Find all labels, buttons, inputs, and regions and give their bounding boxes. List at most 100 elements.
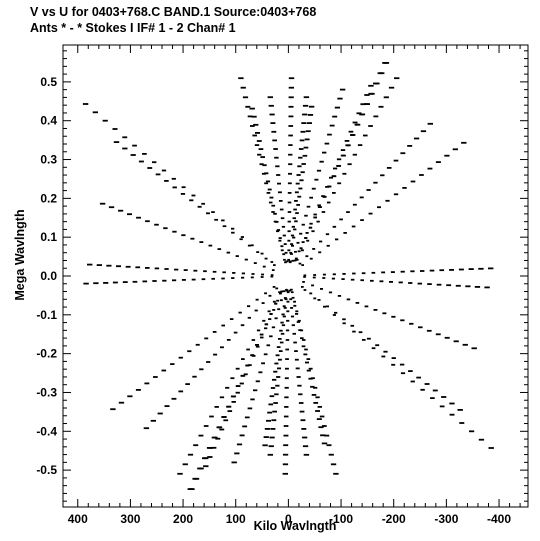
uv-point — [282, 234, 286, 237]
uv-point — [144, 382, 150, 385]
uv-point — [391, 363, 396, 366]
uv-point — [432, 389, 438, 392]
uv-point — [385, 199, 390, 202]
uv-point — [264, 172, 269, 175]
uv-point — [277, 182, 281, 185]
uv-point — [118, 209, 124, 212]
uv-point — [268, 445, 274, 448]
uv-point — [280, 321, 284, 324]
uv-point — [299, 410, 305, 413]
uv-point — [318, 206, 322, 208]
uv-point — [253, 389, 258, 392]
uv-point — [298, 187, 303, 190]
uv-point — [279, 208, 284, 211]
uv-point — [178, 390, 184, 393]
uv-point — [274, 317, 278, 320]
uv-point — [250, 354, 254, 357]
uv-point — [303, 96, 310, 99]
uv-point — [172, 279, 177, 282]
uv-point — [278, 291, 281, 294]
uv-point — [297, 384, 302, 387]
uv-point — [198, 434, 204, 437]
uv-point — [273, 148, 278, 150]
uv-point — [215, 437, 221, 440]
uv-point — [240, 374, 245, 377]
uv-point — [381, 271, 386, 274]
uv-point — [315, 410, 320, 412]
uv-point — [293, 304, 297, 307]
uv-point — [436, 283, 442, 286]
uv-point — [283, 453, 289, 456]
uv-point — [322, 273, 326, 276]
uv-point — [360, 113, 366, 116]
uv-point — [310, 377, 315, 380]
uv-point — [326, 444, 332, 447]
uv-point — [379, 72, 385, 75]
uv-point — [192, 477, 198, 480]
uv-point — [325, 233, 330, 236]
uv-point — [143, 427, 150, 430]
uv-point — [96, 264, 102, 266]
uv-point — [301, 163, 306, 165]
uv-point — [458, 268, 464, 271]
uv-point — [286, 291, 290, 294]
y-tick-label: -0.5 — [36, 463, 57, 477]
uv-point — [172, 230, 177, 233]
uv-point — [262, 265, 266, 268]
uv-point — [302, 154, 308, 157]
uv-point — [256, 140, 262, 142]
uv-point — [150, 419, 156, 422]
uv-point — [312, 276, 316, 279]
uv-point — [393, 159, 399, 162]
uv-point — [300, 419, 306, 422]
uv-point — [453, 340, 459, 343]
uv-point — [277, 367, 281, 370]
uv-point — [271, 204, 276, 207]
uv-point — [303, 353, 308, 356]
uv-point — [83, 282, 89, 285]
uv-point — [271, 211, 275, 213]
uv-point — [269, 196, 274, 199]
uv-point — [212, 331, 217, 333]
uv-point — [231, 227, 235, 230]
uv-point — [296, 174, 301, 176]
uv-point — [284, 396, 289, 399]
uv-point — [282, 253, 286, 256]
uv-point — [287, 239, 291, 242]
uv-point — [125, 265, 131, 268]
uv-point — [365, 103, 370, 105]
uv-point — [272, 139, 277, 142]
uv-points — [82, 62, 494, 490]
uv-point — [202, 457, 207, 460]
uv-point — [356, 112, 362, 115]
x-tick-label: -400 — [487, 512, 511, 526]
uv-point — [355, 302, 360, 304]
uv-point — [285, 329, 290, 332]
uv-point — [420, 388, 425, 391]
uv-point — [275, 221, 279, 223]
uv-point — [287, 220, 291, 223]
uv-point — [283, 444, 289, 447]
uv-point — [153, 376, 158, 378]
uv-point — [142, 153, 147, 155]
uv-point — [187, 453, 194, 456]
uv-point — [348, 130, 354, 133]
uv-point — [295, 257, 298, 260]
uv-point — [283, 434, 289, 437]
uv-point — [313, 386, 318, 389]
uv-point — [162, 279, 167, 282]
uv-point — [288, 134, 293, 137]
uv-point — [269, 395, 275, 398]
uv-point — [321, 442, 328, 445]
uv-point — [410, 270, 415, 273]
uv-point — [235, 385, 240, 387]
uv-point — [282, 472, 288, 475]
uv-point — [297, 250, 301, 253]
uv-point — [435, 161, 441, 163]
uv-point — [87, 263, 93, 266]
uv-point — [303, 276, 306, 278]
uv-point — [206, 212, 210, 215]
uv-point — [181, 234, 186, 237]
uv-point — [276, 229, 281, 231]
uv-point — [420, 130, 427, 133]
